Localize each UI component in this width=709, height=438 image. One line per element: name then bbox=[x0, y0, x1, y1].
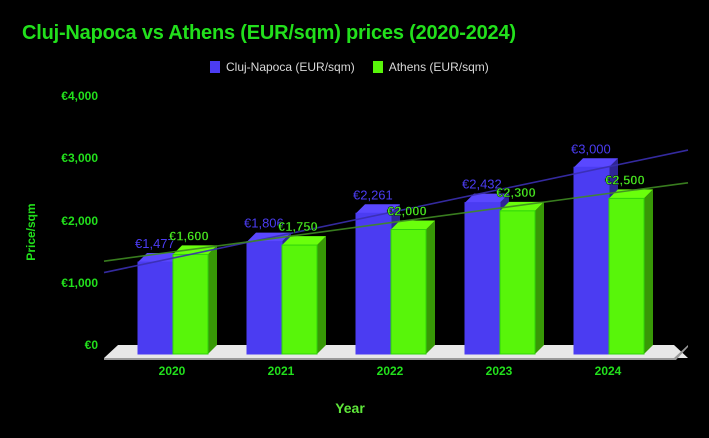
y-tick-1000: €1,000 bbox=[61, 276, 98, 290]
bar-side-1-2020 bbox=[208, 245, 217, 354]
bar-athens-2021[interactable] bbox=[281, 244, 318, 355]
data-label-athens-2022: €2,000 bbox=[387, 204, 427, 219]
data-label-cluj-2020: €1,477 bbox=[135, 236, 175, 251]
data-label-athens-2024: €2,500 bbox=[605, 172, 645, 187]
data-label-athens-2023: €2,300 bbox=[496, 185, 536, 200]
bar-cluj-2021[interactable] bbox=[246, 241, 283, 355]
bar-top-0-2022 bbox=[356, 204, 400, 214]
bar-athens-2022[interactable] bbox=[390, 229, 427, 355]
y-tick-3000: €3,000 bbox=[61, 151, 98, 165]
x-axis-label: Year bbox=[335, 400, 365, 416]
floor-edge bbox=[104, 345, 688, 360]
x-tick-2023: 2023 bbox=[485, 364, 513, 378]
legend-swatch-athens bbox=[372, 61, 383, 73]
bar-top-1-2021 bbox=[282, 236, 326, 246]
x-tick-2024: 2024 bbox=[594, 364, 622, 378]
bar-cluj-2022[interactable] bbox=[355, 212, 392, 355]
bar-top-0-2023 bbox=[465, 193, 509, 203]
bar-cluj-2020[interactable] bbox=[137, 261, 174, 355]
bar-athens-2020[interactable] bbox=[172, 253, 209, 355]
legend-label-cluj: Cluj-Napoca (EUR/sqm) bbox=[226, 60, 355, 74]
bar-cluj-2023[interactable] bbox=[464, 202, 501, 355]
bar-side-1-2022 bbox=[426, 220, 435, 354]
bar-side-1-2023 bbox=[535, 201, 544, 354]
bar-side-1-2021 bbox=[317, 236, 326, 354]
y-tick-2000: €2,000 bbox=[61, 214, 98, 228]
y-tick-0: €0 bbox=[84, 338, 98, 352]
bar-top-1-2022 bbox=[391, 220, 435, 230]
chart-legend: Cluj-Napoca (EUR/sqm) Athens (EUR/sqm) bbox=[210, 60, 507, 74]
data-label-athens-2020: €1,600 bbox=[169, 228, 209, 243]
bar-athens-2023[interactable] bbox=[499, 210, 536, 355]
data-label-cluj-2022: €2,261 bbox=[353, 187, 393, 202]
bar-cluj-2024[interactable] bbox=[573, 166, 610, 355]
legend-label-athens: Athens (EUR/sqm) bbox=[388, 60, 489, 74]
x-tick-2021: 2021 bbox=[267, 364, 295, 378]
trendline-athens bbox=[103, 181, 689, 262]
x-tick-2020: 2020 bbox=[158, 364, 186, 378]
legend-swatch-cluj bbox=[210, 61, 220, 73]
trendline-cluj bbox=[103, 149, 689, 274]
data-label-athens-2021: €1,750 bbox=[278, 219, 318, 234]
data-label-cluj-2021: €1,806 bbox=[244, 216, 284, 231]
bar-top-0-2024 bbox=[574, 158, 618, 168]
chart-title: Cluj-Napoca vs Athens (EUR/sqm) prices (… bbox=[22, 22, 516, 44]
data-label-cluj-2024: €3,000 bbox=[571, 141, 611, 156]
x-tick-2022: 2022 bbox=[376, 364, 404, 378]
data-label-cluj-2023: €2,432 bbox=[462, 177, 502, 192]
y-tick-4000: €4,000 bbox=[61, 89, 98, 103]
legend-item-athens[interactable]: Athens (EUR/sqm) bbox=[372, 60, 489, 74]
legend-item-cluj[interactable]: Cluj-Napoca (EUR/sqm) bbox=[210, 60, 355, 74]
bar-side-1-2024 bbox=[644, 189, 653, 354]
bar-athens-2024[interactable] bbox=[608, 197, 645, 355]
